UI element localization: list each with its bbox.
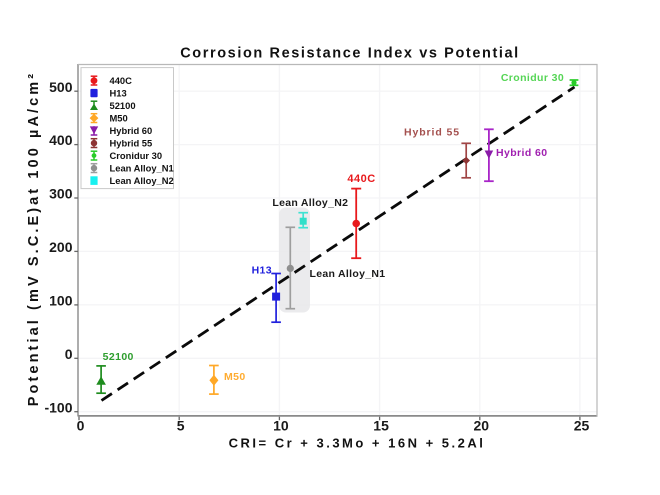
svg-text:10: 10	[273, 418, 289, 434]
svg-text:52100: 52100	[103, 351, 134, 363]
svg-text:Hybrid 55: Hybrid 55	[404, 127, 460, 139]
svg-text:-100: -100	[44, 399, 72, 415]
svg-text:Hybrid 60: Hybrid 60	[496, 147, 547, 159]
svg-text:Lean Alloy_N1: Lean Alloy_N1	[310, 268, 386, 280]
svg-text:100: 100	[49, 293, 73, 309]
svg-text:M50: M50	[110, 113, 128, 124]
svg-text:52100: 52100	[110, 100, 136, 111]
svg-text:0: 0	[65, 346, 73, 362]
svg-text:Lean Alloy_N2: Lean Alloy_N2	[110, 175, 174, 186]
svg-text:200: 200	[49, 239, 73, 255]
svg-text:15: 15	[373, 418, 389, 434]
svg-text:20: 20	[474, 418, 490, 434]
svg-text:Potential (mV S.C.E)at 100 µA/: Potential (mV S.C.E)at 100 µA/cm²	[26, 71, 42, 406]
svg-text:M50: M50	[224, 371, 246, 383]
svg-text:Hybrid 55: Hybrid 55	[110, 138, 153, 149]
svg-text:H13: H13	[110, 88, 127, 99]
svg-text:Lean Alloy_N2: Lean Alloy_N2	[272, 197, 348, 209]
svg-text:Cronidur 30: Cronidur 30	[501, 72, 564, 84]
svg-text:440C: 440C	[347, 173, 375, 185]
svg-text:300: 300	[49, 186, 73, 202]
svg-text:Corrosion Resistance Index vs: Corrosion Resistance Index vs Potential	[180, 46, 520, 62]
svg-text:5: 5	[177, 418, 185, 434]
svg-text:Cronidur 30: Cronidur 30	[110, 150, 163, 161]
svg-text:H13: H13	[252, 265, 272, 277]
svg-text:Lean Alloy_N1: Lean Alloy_N1	[110, 163, 174, 174]
svg-text:25: 25	[574, 418, 590, 434]
svg-text:0: 0	[77, 418, 85, 434]
svg-text:CRI= Cr + 3.3Mo + 16N + 5.2Al: CRI= Cr + 3.3Mo + 16N + 5.2Al	[229, 436, 486, 451]
svg-text:440C: 440C	[110, 75, 133, 86]
svg-text:Hybrid 60: Hybrid 60	[110, 125, 153, 136]
svg-text:400: 400	[49, 132, 73, 148]
svg-text:500: 500	[49, 79, 73, 95]
